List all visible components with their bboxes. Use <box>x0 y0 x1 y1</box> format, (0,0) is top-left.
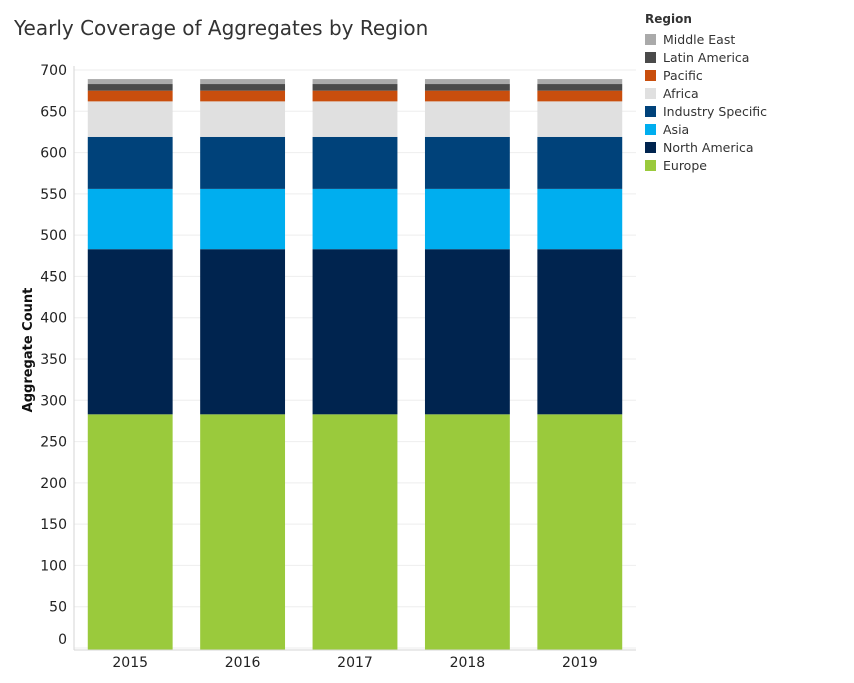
bar-latin-america-2016 <box>200 84 286 91</box>
x-tick-label: 2017 <box>337 655 373 671</box>
bar-middle-east-2017 <box>312 79 398 85</box>
bar-pacific-2019 <box>537 90 623 102</box>
bar-middle-east-2015 <box>87 79 173 85</box>
bar-pacific-2016 <box>200 90 286 102</box>
legend-item: Africa <box>645 84 767 102</box>
bar-industry-specific-2016 <box>200 136 286 189</box>
bar-north-america-2015 <box>87 249 173 415</box>
bar-africa-2015 <box>87 101 173 137</box>
bar-north-america-2016 <box>200 249 286 415</box>
bar-europe-2015 <box>87 414 173 650</box>
bar-pacific-2018 <box>424 90 510 102</box>
bar-africa-2018 <box>424 101 510 137</box>
bar-europe-2019 <box>537 414 623 650</box>
legend-swatch <box>645 105 656 117</box>
y-tick-label: 550 <box>40 187 67 203</box>
legend-label: Europe <box>663 157 707 173</box>
y-tick-label: 600 <box>40 146 67 162</box>
y-tick-label: 50 <box>49 600 67 616</box>
bar-latin-america-2017 <box>312 84 398 91</box>
legend-item: Middle East <box>645 30 767 48</box>
legend-item: Europe <box>645 156 767 174</box>
bar-pacific-2015 <box>87 90 173 102</box>
bar-industry-specific-2017 <box>312 136 398 189</box>
bar-industry-specific-2019 <box>537 136 623 189</box>
bar-europe-2016 <box>200 414 286 650</box>
bar-asia-2018 <box>424 188 510 250</box>
y-tick-label: 100 <box>40 558 67 574</box>
x-tick-label: 2018 <box>450 655 486 671</box>
legend-label: Middle East <box>663 31 736 47</box>
legend: Region Middle East Latin America Pacific Af… <box>645 12 767 174</box>
y-tick-label: 500 <box>40 228 67 244</box>
y-tick-label: 650 <box>40 104 67 120</box>
bar-africa-2016 <box>200 101 286 137</box>
x-tick-label: 2019 <box>562 655 598 671</box>
legend-item: Industry Specific <box>645 102 767 120</box>
bar-middle-east-2018 <box>424 79 510 85</box>
bar-north-america-2019 <box>537 249 623 415</box>
bar-europe-2018 <box>424 414 510 650</box>
axes: 0 50 100 150 200 250 300 350 400 450 500 550 600 650 7… <box>40 63 636 671</box>
legend-swatch <box>645 69 656 81</box>
bar-middle-east-2019 <box>537 79 623 85</box>
y-tick-label: 450 <box>40 269 67 285</box>
bar-pacific-2017 <box>312 90 398 102</box>
legend-label: Africa <box>663 85 699 101</box>
bar-asia-2017 <box>312 188 398 250</box>
legend-label: Asia <box>663 121 690 137</box>
legend-swatch <box>645 87 656 99</box>
bar-europe-2017 <box>312 414 398 650</box>
bar-latin-america-2015 <box>87 84 173 91</box>
x-tick-label: 2015 <box>112 655 148 671</box>
chart-title: Yearly Coverage of Aggregates by Region <box>14 16 429 40</box>
y-tick-label: 700 <box>40 63 67 79</box>
y-tick-label: 150 <box>40 517 67 533</box>
legend-swatch <box>645 33 656 45</box>
bars <box>87 79 623 650</box>
legend-label: Pacific <box>663 67 703 83</box>
bar-industry-specific-2015 <box>87 136 173 189</box>
bar-industry-specific-2018 <box>424 136 510 189</box>
legend-swatch <box>645 51 656 63</box>
bar-latin-america-2018 <box>424 84 510 91</box>
legend-item: North America <box>645 138 767 156</box>
legend-item: Pacific <box>645 66 767 84</box>
bar-africa-2017 <box>312 101 398 137</box>
legend-label: North America <box>663 139 754 155</box>
bar-africa-2019 <box>537 101 623 137</box>
legend-items: Middle East Latin America Pacific Africa Ind… <box>645 30 767 174</box>
legend-item: Asia <box>645 120 767 138</box>
legend-swatch <box>645 123 656 135</box>
y-axis-label: Aggregate Count <box>21 288 36 413</box>
bar-asia-2019 <box>537 188 623 250</box>
y-tick-label: 400 <box>40 311 67 327</box>
y-tick-label: 300 <box>40 393 67 409</box>
legend-title: Region <box>645 12 692 26</box>
legend-item: Latin America <box>645 48 767 66</box>
bar-asia-2015 <box>87 188 173 250</box>
legend-label: Industry Specific <box>663 103 768 119</box>
y-tick-label: 0 <box>58 632 67 648</box>
y-tick-label: 200 <box>40 476 67 492</box>
legend-swatch <box>645 141 656 153</box>
legend-label: Latin America <box>663 49 750 65</box>
bar-north-america-2017 <box>312 249 398 415</box>
y-tick-label: 250 <box>40 435 67 451</box>
bar-asia-2016 <box>200 188 286 250</box>
legend-swatch <box>645 159 656 171</box>
bar-latin-america-2019 <box>537 84 623 91</box>
x-tick-label: 2016 <box>225 655 261 671</box>
bar-north-america-2018 <box>424 249 510 415</box>
bar-middle-east-2016 <box>200 79 286 85</box>
y-tick-label: 350 <box>40 352 67 368</box>
